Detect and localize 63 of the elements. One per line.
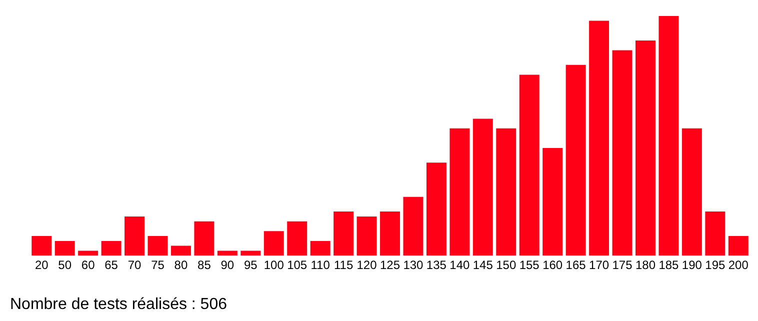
- x-tick-label: 170: [589, 258, 610, 272]
- x-tick-label: 110: [310, 258, 330, 272]
- bar: [728, 236, 748, 256]
- text: Nombre de tests réalisés : 506: [10, 296, 228, 314]
- bar: [472, 118, 493, 256]
- bar: [519, 74, 540, 256]
- bar: [356, 216, 377, 256]
- bar: [658, 16, 679, 256]
- bar: [310, 240, 330, 256]
- bar: [101, 240, 122, 256]
- bar: [217, 250, 238, 256]
- x-tick-label: 85: [198, 258, 212, 272]
- bar: [612, 50, 632, 256]
- x-tick-label: 200: [728, 258, 749, 272]
- bar: [240, 250, 261, 256]
- x-tick-label: 125: [380, 258, 400, 272]
- x-tick-label: 130: [403, 258, 424, 272]
- bar: [287, 221, 308, 256]
- x-tick-label: 50: [58, 258, 72, 272]
- bar: [705, 212, 726, 256]
- bar: [635, 40, 656, 256]
- x-tick-label: 100: [264, 258, 284, 272]
- x-tick-label: 115: [334, 258, 354, 272]
- x-tick-label: 65: [104, 258, 118, 272]
- bar: [124, 216, 145, 256]
- x-tick-label: 70: [128, 258, 142, 272]
- bar: [426, 162, 446, 256]
- x-tick-label: 195: [705, 258, 726, 272]
- bar: [32, 236, 52, 256]
- bar: [450, 128, 470, 256]
- x-tick-label: 75: [151, 258, 165, 272]
- x-tick-label: 165: [566, 258, 586, 272]
- x-tick-label: 175: [612, 258, 633, 272]
- bar: [194, 221, 214, 256]
- x-tick-label: 145: [472, 258, 494, 272]
- x-tick-label: 20: [34, 258, 49, 272]
- bar: [403, 196, 424, 256]
- bar: [170, 246, 191, 256]
- bar: [78, 250, 98, 256]
- x-tick-label: 105: [287, 258, 308, 272]
- bar: [566, 64, 586, 256]
- x-tick-label: 160: [542, 258, 563, 272]
- x-tick-label: 155: [519, 258, 540, 272]
- bar: [542, 148, 563, 256]
- x-tick-label: 180: [635, 258, 656, 272]
- bar: [54, 240, 75, 256]
- x-tick-label: 60: [81, 258, 96, 272]
- x-tick-label: 80: [174, 258, 188, 272]
- x-tick-label: 140: [450, 258, 470, 272]
- bar: [496, 128, 516, 256]
- x-tick-label: 135: [426, 258, 447, 272]
- bar: [589, 20, 610, 256]
- x-tick-label: 90: [220, 258, 234, 272]
- x-tick-label: 120: [356, 258, 378, 272]
- bar: [682, 128, 702, 256]
- bar: [380, 212, 400, 256]
- x-tick-label: 150: [496, 258, 516, 272]
- x-tick-label: 190: [682, 258, 702, 272]
- x-tick-label: 95: [244, 258, 258, 272]
- x-tick-label: 185: [658, 258, 680, 272]
- bar: [334, 212, 354, 256]
- bar: [148, 236, 168, 256]
- bar: [264, 231, 284, 256]
